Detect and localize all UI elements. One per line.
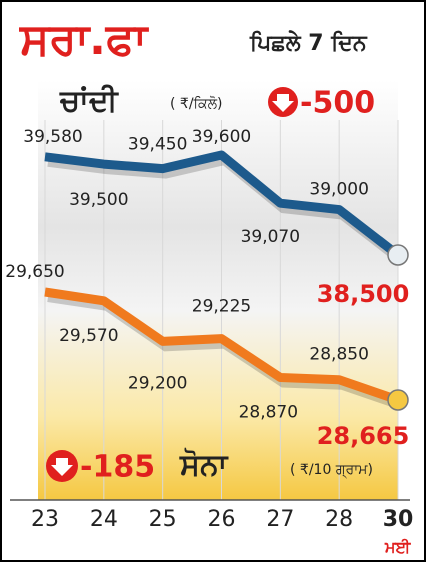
x-tick-label: 27 <box>266 507 294 532</box>
x-tick-label: 28 <box>325 507 353 532</box>
plot-background <box>38 80 398 500</box>
x-tick-label: 23 <box>31 507 59 532</box>
value-label: 39,600 <box>192 127 251 147</box>
x-tick-label: 30 <box>383 507 414 532</box>
change: -500 <box>300 86 375 121</box>
value-label: 39,450 <box>128 135 187 155</box>
value-label: 29,225 <box>192 297 251 317</box>
value-label: 38,500 <box>317 280 410 308</box>
value-label: 39,070 <box>241 227 300 247</box>
value-label: 39,580 <box>23 127 82 147</box>
value-label: 29,570 <box>59 326 118 346</box>
title: ਸਰਾ.ਫਾ <box>19 14 150 65</box>
series-unit: ( ₹/ਕਿਲੋ) <box>170 96 223 112</box>
end-marker <box>387 244 409 266</box>
value-label: 28,665 <box>317 422 410 450</box>
value-label: 28,850 <box>309 345 368 365</box>
series-line <box>44 287 400 405</box>
series-name: ਚਾਂਦੀ <box>59 84 120 119</box>
value-label: 28,870 <box>239 403 298 423</box>
series-unit: ( ₹/10 ਗ੍ਰਾਮ) <box>290 462 373 479</box>
value-label: 29,650 <box>5 262 64 282</box>
x-tick-label: 25 <box>149 507 177 532</box>
value-label: 39,000 <box>309 180 368 200</box>
value-label: 39,500 <box>69 190 128 210</box>
subtitle: ਪਿਛਲੇ 7 ਦਿਨ <box>249 29 368 56</box>
end-marker <box>387 389 409 411</box>
value-label: 29,200 <box>128 373 187 393</box>
x-note: ਮਈ <box>384 538 412 557</box>
down-arrow <box>272 94 294 112</box>
x-tick-label: 24 <box>90 507 118 532</box>
x-tick-label: 26 <box>208 507 236 532</box>
series-name: ਸੋਨਾ <box>179 448 229 483</box>
change: -185 <box>80 450 155 485</box>
down-arrow <box>51 458 73 476</box>
series-line <box>44 150 401 259</box>
